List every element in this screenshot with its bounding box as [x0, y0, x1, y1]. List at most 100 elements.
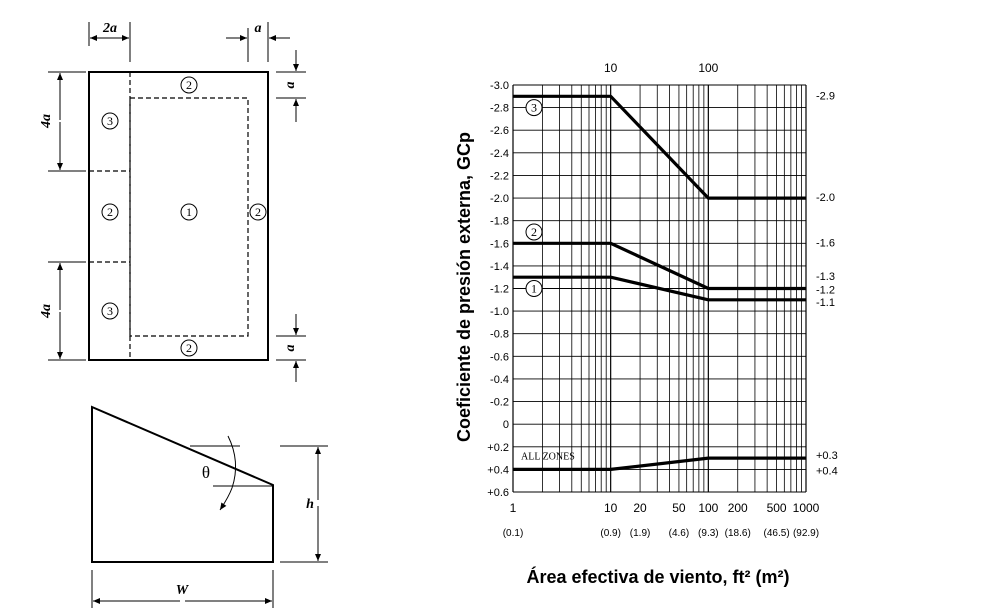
x-tick-bottom-m2: (46.5)	[764, 528, 790, 539]
dimension-w: W	[91, 570, 274, 608]
svg-text:2: 2	[186, 341, 192, 355]
zone-marker: 2	[101, 203, 119, 221]
x-tick-bottom-m2: (92.9)	[793, 528, 819, 539]
y-axis-title: Coeficiente de presión externa, GCp	[454, 132, 474, 442]
y-tick-label: -1.8	[490, 216, 509, 228]
y-tick-label: -0.8	[490, 329, 509, 341]
x-tick-bottom: 100	[698, 501, 718, 515]
y-tick-label: -2.2	[490, 170, 509, 182]
series-marker-label: 1	[531, 282, 537, 296]
zone-marker: 2	[249, 203, 267, 221]
x-tick-bottom-m2: (0.9)	[600, 528, 621, 539]
x-tick-bottom: 20	[633, 501, 647, 515]
y-tick-label: -3.0	[490, 80, 509, 92]
right-value-labels: -2.9 -2.0 -1.6 -1.3 -1.2-1.1 +0.3 +0.4	[816, 90, 838, 477]
dimension-a-right-bottom: a	[276, 314, 306, 382]
svg-text:a: a	[283, 82, 298, 89]
right-value-label: -2.0	[816, 192, 835, 204]
series-line	[513, 275, 806, 302]
all-zones-label: ALL ZONES	[521, 451, 575, 462]
zone-marker: 2	[180, 339, 198, 357]
dimension-4a-left-top: 4a	[39, 71, 86, 172]
svg-text:1: 1	[186, 205, 192, 219]
building-section	[91, 405, 274, 563]
series-line	[513, 241, 806, 291]
y-tick-labels: -3.0 -2.8 -2.6 -2.4 -2.2 -2.0 -1.8 -1.6 -1.4 -1.2…	[487, 80, 509, 499]
x-tick-bottom-m2: (9.3)	[698, 528, 719, 539]
x-tick-bottom: 10	[604, 501, 618, 515]
x-tick-bottom-m2: (18.6)	[725, 528, 751, 539]
y-tick-label: -1.0	[490, 306, 509, 318]
series-line	[513, 456, 806, 471]
dimension-a-top: a	[226, 21, 290, 62]
right-value-label: -1.6	[816, 237, 835, 249]
series-markers: 3 2 1 ALL ZONES	[521, 99, 575, 462]
y-tick-label: +0.4	[487, 464, 509, 476]
x-tick-bottom: 1000	[793, 501, 820, 515]
x-tick-bottom: 500	[767, 501, 787, 515]
zone-marker: 3	[101, 302, 119, 320]
svg-text:2: 2	[107, 205, 113, 219]
roof-plan-diagram: 2 3 2 1 2 3 2	[39, 21, 306, 382]
right-value-label: -1.3	[816, 271, 835, 283]
right-value-label: -1.2	[816, 285, 835, 297]
roof-outline	[88, 71, 269, 361]
y-tick-label: -2.6	[490, 125, 509, 137]
x-tick-bottom: 1	[510, 501, 517, 515]
x-axis-title: Área efectiva de viento, ft² (m²)	[526, 566, 789, 587]
x-tick-top: 10	[604, 61, 618, 75]
y-tick-label: -2.0	[490, 193, 509, 205]
y-tick-label: -0.6	[490, 351, 509, 363]
theta-label: θ	[202, 463, 210, 482]
right-value-label: -1.1	[816, 297, 835, 309]
y-tick-label: -0.4	[490, 374, 509, 386]
chart-series	[513, 94, 806, 471]
y-tick-label: +0.6	[487, 487, 509, 499]
x-tick-bottom-m2: (1.9)	[630, 528, 651, 539]
y-tick-label: -1.4	[490, 261, 509, 273]
svg-text:3: 3	[107, 304, 113, 318]
y-tick-label: -2.4	[490, 148, 509, 160]
series-marker-circle	[525, 99, 543, 117]
svg-text:2: 2	[186, 78, 192, 92]
series-marker-label: 2	[531, 225, 537, 239]
x-tick-top: 100	[698, 61, 718, 75]
right-value-label: -2.9	[816, 90, 835, 102]
svg-text:a: a	[255, 21, 262, 36]
series-marker-circle	[525, 223, 543, 241]
y-tick-label: -1.6	[490, 238, 509, 250]
zone-marker: 1	[180, 203, 198, 221]
dimension-a-right-top: a	[276, 50, 306, 122]
x-tick-bottom-m2: (4.6)	[669, 528, 690, 539]
dimension-h: h	[280, 445, 328, 563]
svg-text:4a: 4a	[39, 304, 54, 319]
zone-marker: 2	[180, 76, 198, 94]
y-tick-label: +0.2	[487, 442, 509, 454]
x-tick-bottom-m2: (0.1)	[503, 528, 524, 539]
svg-text:4a: 4a	[39, 114, 54, 129]
gcp-chart: -3.0 -2.8 -2.6 -2.4 -2.2 -2.0 -1.8 -1.6 -1.4 -1.2…	[454, 61, 838, 587]
right-value-label: +0.3	[816, 450, 838, 462]
y-tick-label: -2.8	[490, 103, 509, 115]
y-tick-label: 0	[503, 419, 509, 431]
zone-marker: 3	[101, 112, 119, 130]
svg-text:a: a	[283, 345, 298, 352]
svg-text:2: 2	[255, 205, 261, 219]
svg-text:W: W	[176, 583, 190, 598]
series-line	[513, 94, 806, 200]
dimension-4a-left-bottom: 4a	[39, 261, 86, 361]
x-tick-labels: 10 1001(0.1)10(0.9)20(1.9)50(4.6)100(9.3)…	[503, 61, 820, 539]
right-value-label: +0.4	[816, 465, 838, 477]
y-tick-label: -1.2	[490, 284, 509, 296]
series-marker-label: 3	[531, 101, 537, 115]
roof-section-diagram: θ h W	[91, 405, 328, 608]
svg-text:2a: 2a	[102, 21, 117, 36]
svg-text:3: 3	[107, 114, 113, 128]
y-tick-label: -0.2	[490, 397, 509, 409]
x-tick-bottom: 200	[728, 501, 748, 515]
x-tick-bottom: 50	[672, 501, 686, 515]
svg-text:h: h	[306, 497, 314, 512]
dimension-2a: 2a	[88, 21, 131, 62]
series-marker-circle	[525, 280, 543, 297]
